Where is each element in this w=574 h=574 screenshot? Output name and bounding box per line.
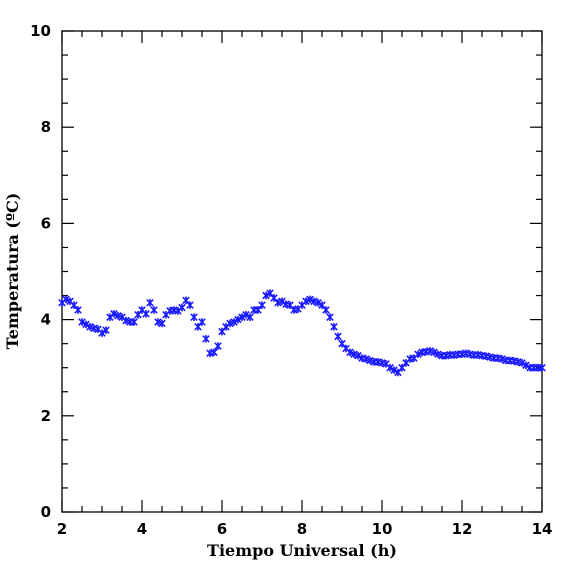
data-point xyxy=(314,298,322,307)
axis-ticks xyxy=(61,30,543,513)
data-point xyxy=(150,306,158,314)
x-tick-label: 12 xyxy=(452,520,473,538)
data-point xyxy=(198,318,206,326)
data-point xyxy=(350,350,358,359)
data-point xyxy=(498,355,506,363)
data-point xyxy=(262,291,270,300)
data-point xyxy=(178,303,186,312)
data-point xyxy=(186,301,194,309)
data-point xyxy=(142,310,150,318)
data-point xyxy=(238,313,246,321)
x-tick-label: 4 xyxy=(137,520,147,538)
data-point xyxy=(334,332,342,341)
data-point xyxy=(326,313,334,321)
data-point xyxy=(214,342,222,350)
data-point xyxy=(78,318,86,326)
data-point xyxy=(202,335,210,343)
x-tick-label: 6 xyxy=(217,520,227,538)
data-point xyxy=(322,306,330,314)
data-point xyxy=(330,323,338,331)
data-point xyxy=(74,306,82,314)
y-tick-label: 0 xyxy=(41,503,51,521)
data-point xyxy=(130,318,138,326)
data-point xyxy=(302,297,310,306)
data-point xyxy=(242,310,250,319)
data-points xyxy=(58,289,546,377)
data-point xyxy=(158,319,166,328)
y-tick-label: 4 xyxy=(41,311,51,329)
x-tick-label: 14 xyxy=(532,520,553,538)
data-point xyxy=(354,351,362,360)
data-point xyxy=(434,350,442,359)
data-point xyxy=(306,295,314,304)
data-point xyxy=(230,318,238,326)
x-tick-label: 2 xyxy=(57,520,67,538)
data-point xyxy=(538,363,546,372)
data-point xyxy=(234,315,242,324)
x-tick-label: 8 xyxy=(297,520,307,538)
data-point xyxy=(414,350,422,359)
y-tick-label: 2 xyxy=(41,407,51,425)
data-point xyxy=(190,313,198,321)
data-point xyxy=(366,356,374,365)
data-point xyxy=(102,326,110,334)
data-point xyxy=(362,355,370,363)
x-axis-title: Tiempo Universal (h) xyxy=(207,541,397,560)
data-point xyxy=(114,311,122,320)
data-point xyxy=(426,347,434,355)
y-tick-label: 6 xyxy=(41,214,51,232)
data-point xyxy=(146,298,154,307)
data-point xyxy=(346,348,354,357)
y-tick-label: 8 xyxy=(41,118,51,136)
data-point xyxy=(518,359,526,367)
data-point xyxy=(310,297,318,306)
plot-frame xyxy=(61,30,543,513)
data-point xyxy=(246,313,254,321)
data-point xyxy=(522,361,530,370)
data-point xyxy=(62,295,70,304)
x-tick-label: 10 xyxy=(372,520,393,538)
y-axis-title: Temperatura (ºC) xyxy=(3,193,22,350)
y-tick-label: 10 xyxy=(30,22,51,40)
data-point xyxy=(86,323,94,331)
data-point xyxy=(226,319,234,328)
data-point xyxy=(82,320,90,329)
data-point xyxy=(154,318,162,326)
data-point xyxy=(386,363,394,372)
data-point xyxy=(430,348,438,357)
data-point xyxy=(274,298,282,307)
data-point xyxy=(258,301,266,309)
data-point xyxy=(210,348,218,357)
data-point xyxy=(110,310,118,318)
data-point xyxy=(122,316,130,325)
data-point xyxy=(390,366,398,374)
